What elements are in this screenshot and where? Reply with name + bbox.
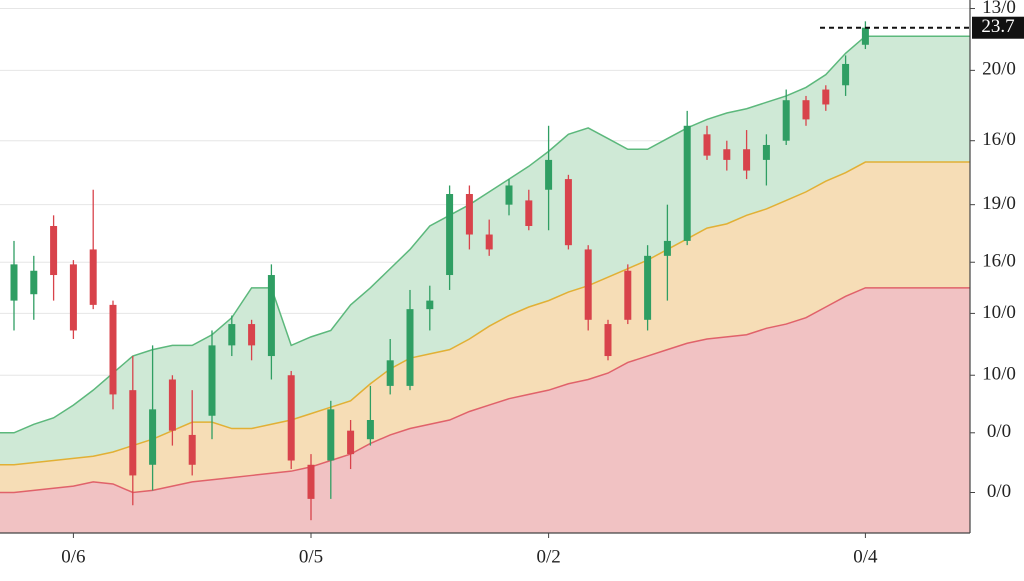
candle-body: [149, 409, 157, 465]
candle-body: [10, 264, 18, 301]
candle-body: [465, 194, 473, 235]
candle-body: [208, 345, 216, 416]
y-tick-label: 10/0: [982, 302, 1016, 323]
candle-body: [426, 300, 434, 310]
last-price-label: 23.7: [981, 16, 1014, 37]
candle-body: [30, 270, 38, 295]
candle-body: [802, 100, 810, 120]
candle-body: [861, 27, 869, 45]
candle-body: [188, 434, 196, 465]
candle-body: [663, 240, 671, 256]
y-tick-label: 10/0: [982, 364, 1016, 385]
candle-body: [307, 464, 315, 499]
candle-body: [267, 275, 275, 357]
x-tick-label: 0/5: [299, 546, 323, 567]
x-tick-label: 0/4: [853, 546, 878, 567]
candle-body: [782, 100, 790, 141]
candle-body: [109, 304, 117, 395]
y-tick-label: 0/0: [987, 481, 1011, 502]
candle-body: [624, 270, 632, 320]
candle-body: [604, 324, 612, 357]
candle-body: [545, 159, 553, 190]
band-line: [0, 161, 970, 466]
candle-body: [683, 125, 691, 241]
candle-body: [505, 185, 513, 205]
candle-body: [50, 225, 58, 276]
last-price-box: [972, 16, 1024, 39]
band-area: [0, 287, 970, 533]
candle-body: [89, 249, 97, 305]
candle-body: [743, 149, 751, 171]
candle-body: [644, 255, 652, 320]
candle-body: [386, 360, 394, 386]
candle-body: [327, 409, 335, 461]
candle-body: [168, 379, 176, 431]
candle-body: [446, 194, 454, 276]
candle-body: [485, 234, 493, 250]
candle-body: [248, 324, 256, 346]
y-tick-label: 13/0: [982, 0, 1016, 18]
candle-body: [347, 430, 355, 455]
candle-body: [822, 89, 830, 105]
y-tick-label: 16/0: [982, 129, 1016, 150]
candle-body: [69, 264, 77, 331]
candle-body: [842, 63, 850, 86]
candle-body: [366, 420, 374, 440]
band-line: [0, 35, 970, 434]
x-tick-label: 0/6: [61, 546, 85, 567]
y-tick-label: 19/0: [982, 193, 1016, 214]
x-tick-label: 0/2: [536, 546, 560, 567]
candle-body: [584, 249, 592, 320]
candle-body: [564, 179, 572, 246]
y-tick-label: 16/0: [982, 251, 1016, 272]
candle-body: [723, 149, 731, 160]
y-tick-label: 20/0: [982, 59, 1016, 80]
y-tick-label: 0/0: [987, 421, 1011, 442]
candle-body: [762, 144, 770, 160]
candle-body: [287, 375, 295, 461]
candle-body: [525, 200, 533, 226]
band-line: [0, 287, 970, 494]
candle-body: [228, 324, 236, 346]
candle-body: [406, 309, 414, 386]
candle-body: [129, 390, 137, 476]
candle-body: [703, 134, 711, 156]
